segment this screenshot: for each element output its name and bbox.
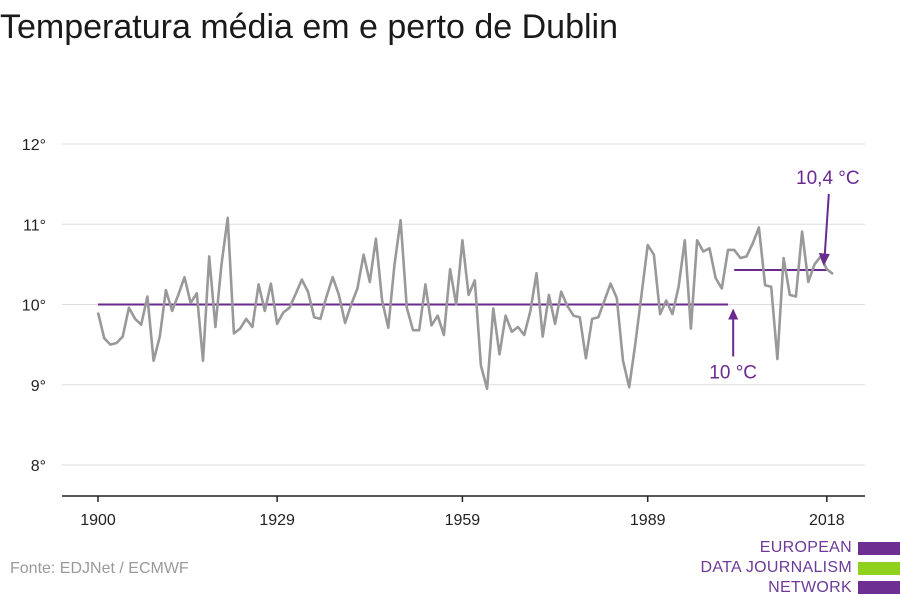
source-note: Fonte: EDJNet / ECMWF bbox=[10, 560, 189, 577]
y-axis-ticks: 8° 9° 10° 11° 12° bbox=[22, 137, 46, 475]
temperature-line bbox=[96, 216, 834, 391]
annotation-arrowhead-104 bbox=[818, 252, 830, 266]
y-tick-label: 10° bbox=[22, 298, 46, 315]
annotation-label-10: 10 °C bbox=[709, 363, 757, 384]
logo-bar-1 bbox=[858, 542, 900, 555]
y-tick-label: 12° bbox=[22, 137, 46, 154]
temperature-series bbox=[96, 216, 834, 391]
logo-line-1: EUROPEAN bbox=[759, 539, 852, 556]
logo-line-2: DATA JOURNALISM bbox=[700, 559, 852, 576]
x-tick-label: 1900 bbox=[80, 512, 116, 529]
annotation-arrow-104 bbox=[823, 193, 830, 255]
y-tick-label: 8° bbox=[31, 458, 46, 475]
y-tick-label: 9° bbox=[31, 378, 46, 395]
logo-bar-2 bbox=[858, 561, 900, 575]
chart-title: Temperatura média em e perto de Dublin bbox=[0, 8, 618, 46]
y-tick-label: 11° bbox=[23, 217, 46, 234]
annotation-label-104: 10,4 °C bbox=[796, 168, 860, 189]
annotations: 10 °C 10,4 °C bbox=[709, 168, 859, 384]
logo-bars bbox=[858, 538, 900, 598]
x-tick-label: 1929 bbox=[259, 512, 295, 529]
x-tick-label: 1959 bbox=[445, 512, 481, 529]
logo-text: EUROPEAN DATA JOURNALISM NETWORK bbox=[701, 538, 852, 598]
logo-bar-3 bbox=[858, 581, 900, 594]
annotation-arrowhead-10 bbox=[728, 308, 739, 320]
x-tick-label: 2018 bbox=[809, 512, 845, 529]
logo-line-3: NETWORK bbox=[768, 579, 852, 596]
x-tick-label: 1989 bbox=[630, 512, 666, 529]
edjnet-logo: EUROPEAN DATA JOURNALISM NETWORK bbox=[701, 538, 900, 598]
x-axis: 1900 1929 1959 1989 2018 bbox=[62, 495, 865, 529]
